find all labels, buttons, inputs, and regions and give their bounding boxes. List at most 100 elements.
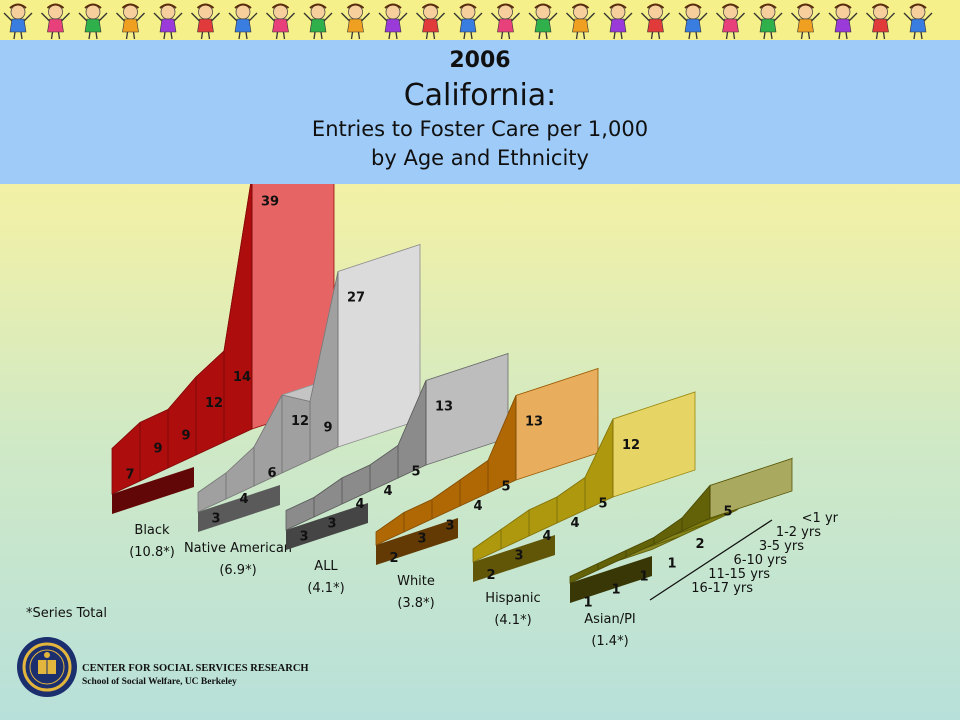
org-name: CENTER FOR SOCIAL SERVICES RESEARCH — [82, 663, 309, 674]
data-label: 9 — [153, 442, 162, 457]
data-label: 12 — [622, 438, 640, 453]
series-white: 2 3 3 4 5 13 White (3.8*) — [375, 367, 599, 611]
data-label: 6 — [267, 466, 276, 481]
data-label: 39 — [261, 195, 279, 210]
kid-figure — [228, 3, 258, 40]
data-label: 5 — [598, 497, 607, 512]
series-black: 7 9 9 12 14 39 Black (10.8*) — [111, 184, 335, 560]
kid-figure — [528, 3, 558, 40]
data-label: 5 — [411, 465, 420, 480]
series-total: (4.1*) — [307, 581, 344, 596]
kid-figure — [603, 3, 633, 40]
kid-figure — [41, 3, 70, 40]
data-label: 3 — [211, 512, 220, 527]
series-total: (3.8*) — [397, 596, 434, 611]
ribbon-base — [473, 535, 555, 582]
data-label: 3 — [514, 549, 523, 564]
kid-figure — [266, 3, 295, 40]
series-name: ALL — [314, 559, 338, 574]
series-name: Native American — [184, 541, 292, 556]
series-all: 3 3 4 4 5 13 ALL (4.1*) — [285, 352, 509, 596]
data-label: 3 — [299, 530, 308, 545]
uc-seal-logo — [17, 637, 77, 697]
age-tick-label: 3-5 yrs — [759, 539, 804, 554]
kid-figure — [153, 3, 183, 40]
data-label: 4 — [542, 529, 551, 544]
age-axis-line — [649, 519, 773, 601]
data-label: 7 — [125, 468, 134, 483]
data-label: 1 — [611, 583, 620, 598]
data-label: 4 — [239, 492, 248, 507]
ribbon-base — [570, 556, 652, 603]
ribbon-end — [709, 457, 793, 519]
chart-title-line1: Entries to Foster Care per 1,000 — [311, 117, 649, 141]
kid-figure — [378, 3, 408, 40]
kid-figure — [416, 3, 445, 40]
data-label: 4 — [383, 484, 392, 499]
series-name: Asian/PI — [584, 612, 636, 627]
kids-banner — [0, 0, 960, 40]
data-label: 13 — [435, 400, 453, 415]
age-tick-label: <1 yr — [802, 511, 839, 526]
org-subtitle: School of Social Welfare, UC Berkeley — [82, 677, 237, 687]
age-tick-label: 1-2 yrs — [776, 525, 821, 540]
kid-figure — [828, 3, 858, 40]
chart-title-line2: by Age and Ethnicity — [371, 146, 589, 170]
series-hispanic: 2 3 4 4 5 12 Hispanic (4.1*) — [472, 391, 696, 628]
data-label: 12 — [291, 414, 309, 429]
ribbon-base — [198, 485, 280, 532]
kid-figure — [491, 3, 520, 40]
ribbon-base — [286, 503, 368, 550]
kid-figure — [566, 3, 595, 40]
kid-figure — [866, 3, 895, 40]
ribbon-base — [112, 467, 194, 514]
series-name: White — [397, 574, 435, 589]
data-label: 1 — [639, 570, 648, 585]
data-label: 4 — [473, 499, 482, 514]
ribbon-front — [111, 184, 253, 495]
series-total: (10.8*) — [129, 545, 175, 560]
data-label: 2 — [389, 551, 398, 566]
series-asian-pi: 1 1 1 1 2 5 Asian/PI (1.4*) — [569, 457, 794, 649]
kid-figure — [341, 3, 370, 40]
series-total: (1.4*) — [591, 634, 628, 649]
data-label: 5 — [723, 505, 732, 520]
data-label: 14 — [233, 370, 251, 385]
kid-figure — [78, 3, 108, 40]
data-label: 12 — [205, 396, 223, 411]
series-name: Hispanic — [485, 591, 540, 606]
series-native-american: 3 4 6 12 9 27 Native American (6.9*) — [184, 243, 421, 578]
data-label: 1 — [667, 557, 676, 572]
age-tick-label: 16-17 yrs — [691, 581, 753, 596]
series-name: Black — [134, 523, 170, 538]
kid-figure — [678, 3, 708, 40]
data-label: 3 — [445, 519, 454, 534]
ribbon-base — [376, 518, 458, 565]
chart-state: California: — [403, 78, 557, 113]
kid-figure — [903, 3, 933, 40]
data-label: 1 — [583, 596, 592, 611]
kids-row-illustration — [3, 3, 933, 40]
kid-figure — [753, 3, 783, 40]
data-label: 13 — [525, 415, 543, 430]
age-tick-label: 6-10 yrs — [734, 553, 788, 568]
data-label: 2 — [695, 537, 704, 552]
data-label: 9 — [181, 429, 190, 444]
kid-figure — [716, 3, 745, 40]
data-label: 27 — [347, 291, 365, 306]
kid-figure — [641, 3, 670, 40]
age-tick-label: 11-15 yrs — [708, 567, 770, 582]
data-label: 2 — [486, 568, 495, 583]
chart-year: 2006 — [449, 48, 511, 73]
kid-figure — [453, 3, 483, 40]
data-label: 4 — [570, 516, 579, 531]
kid-figure — [116, 3, 145, 40]
series-total: (6.9*) — [219, 563, 256, 578]
series-total: (4.1*) — [494, 613, 531, 628]
data-label: 5 — [501, 480, 510, 495]
kid-figure — [191, 3, 220, 40]
data-label: 3 — [327, 517, 336, 532]
